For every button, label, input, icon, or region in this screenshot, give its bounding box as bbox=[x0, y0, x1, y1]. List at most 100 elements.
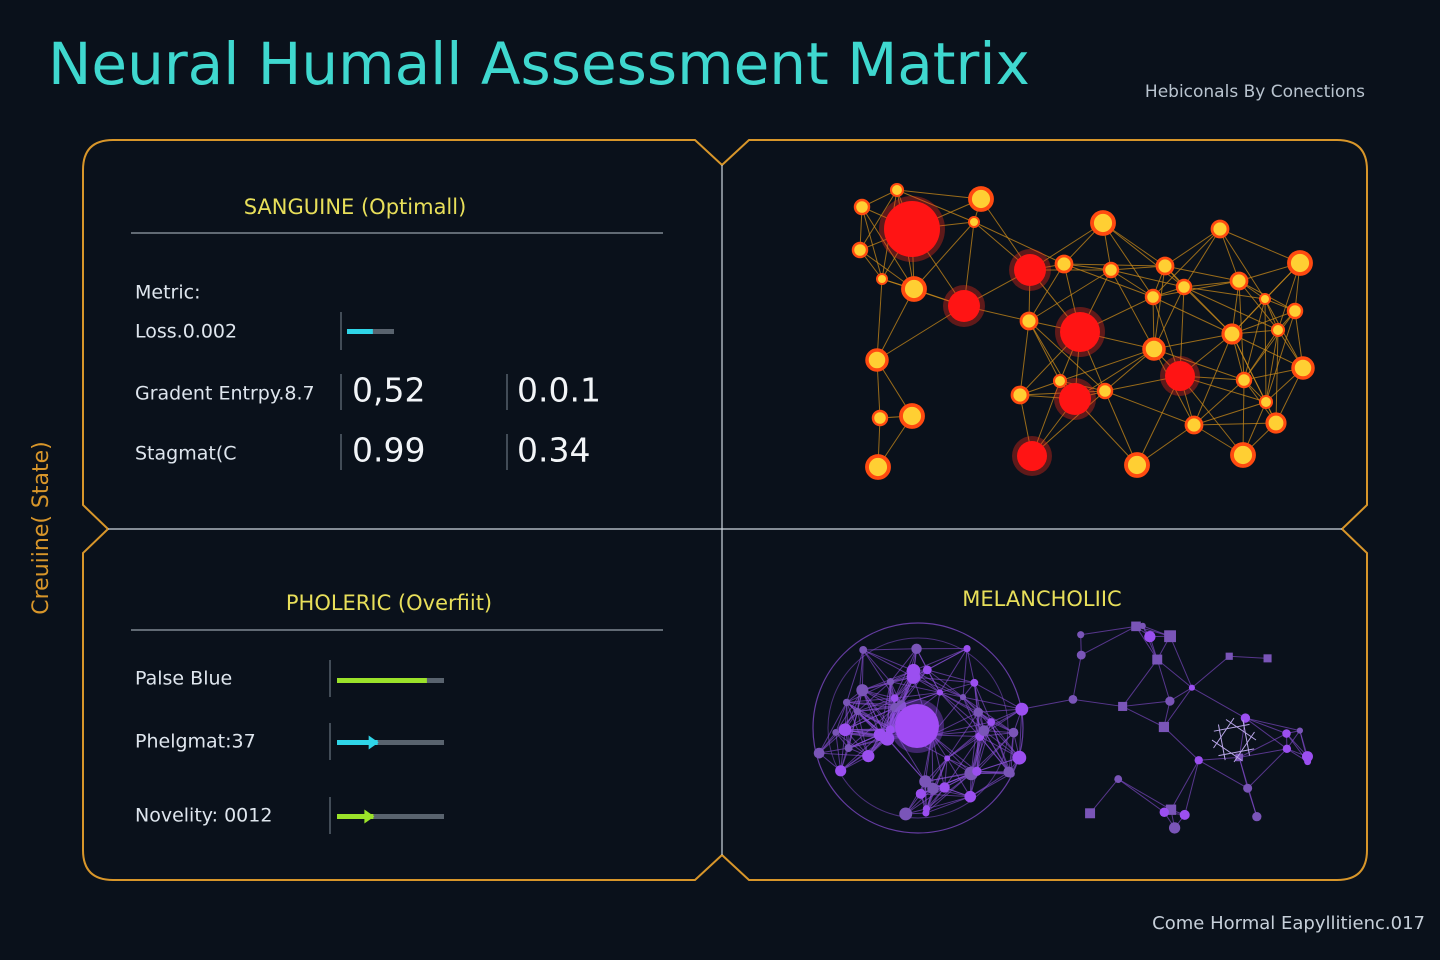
edge bbox=[890, 681, 941, 693]
subtitle: Hebiconals By Conections bbox=[1145, 82, 1365, 102]
node bbox=[1124, 452, 1150, 478]
node bbox=[1230, 442, 1256, 468]
node bbox=[901, 276, 927, 302]
edge bbox=[1163, 726, 1200, 761]
node bbox=[978, 725, 990, 736]
edge bbox=[966, 648, 975, 683]
edge bbox=[844, 689, 863, 730]
node bbox=[919, 775, 932, 788]
node bbox=[1008, 727, 1019, 738]
node bbox=[865, 454, 891, 480]
edge bbox=[1117, 778, 1165, 813]
node bbox=[1114, 775, 1123, 784]
edge bbox=[1229, 655, 1268, 659]
bar bbox=[337, 814, 374, 819]
node bbox=[1282, 729, 1291, 738]
value-cell: 0.99 bbox=[352, 431, 425, 470]
side-label: Creuiine( State) bbox=[29, 441, 54, 615]
edge bbox=[1239, 733, 1287, 758]
edge bbox=[890, 648, 917, 683]
edge bbox=[863, 648, 917, 651]
node bbox=[1010, 385, 1030, 405]
node bbox=[1159, 807, 1169, 817]
edge bbox=[1110, 269, 1185, 288]
edge bbox=[862, 649, 896, 699]
edge bbox=[1019, 320, 1030, 396]
edge bbox=[1219, 228, 1266, 300]
edge bbox=[1198, 759, 1248, 789]
edge bbox=[1247, 748, 1288, 789]
edge bbox=[969, 736, 981, 797]
node bbox=[853, 198, 871, 216]
edge bbox=[1102, 222, 1185, 288]
node bbox=[1077, 631, 1085, 639]
sanguine-network bbox=[851, 182, 1315, 480]
node bbox=[915, 788, 926, 799]
edge bbox=[848, 690, 863, 749]
edge bbox=[1265, 329, 1279, 403]
edge bbox=[1183, 228, 1221, 288]
node bbox=[911, 643, 922, 655]
node bbox=[1059, 383, 1091, 415]
node bbox=[987, 718, 996, 726]
edge bbox=[927, 669, 975, 684]
node bbox=[1006, 769, 1015, 778]
node bbox=[972, 766, 982, 776]
bar-arrow bbox=[368, 735, 379, 750]
node bbox=[1179, 809, 1190, 820]
node bbox=[1168, 822, 1181, 834]
node bbox=[859, 646, 868, 654]
node bbox=[1240, 713, 1251, 723]
node bbox=[1068, 694, 1078, 704]
node bbox=[1252, 812, 1262, 822]
bar bbox=[337, 740, 378, 745]
edge bbox=[1081, 625, 1137, 656]
node bbox=[844, 743, 853, 753]
panel-title: SANGUINE (Optimall) bbox=[244, 195, 467, 219]
edge bbox=[1063, 263, 1154, 298]
edge bbox=[1231, 310, 1296, 335]
bar bbox=[337, 678, 427, 683]
edge bbox=[1183, 286, 1233, 335]
node bbox=[968, 216, 980, 228]
edge bbox=[844, 707, 896, 731]
edge bbox=[848, 707, 896, 749]
node bbox=[1291, 356, 1315, 380]
edge bbox=[990, 721, 1020, 758]
edge bbox=[1163, 687, 1193, 728]
edge bbox=[1164, 228, 1221, 267]
node bbox=[838, 723, 852, 737]
edge bbox=[840, 734, 881, 772]
value-cell: 0.0.1 bbox=[517, 371, 601, 410]
node bbox=[1265, 412, 1287, 434]
edge bbox=[913, 648, 968, 678]
edge bbox=[932, 788, 971, 798]
edge bbox=[1153, 348, 1245, 381]
node bbox=[1131, 621, 1141, 632]
edge bbox=[931, 734, 980, 737]
edge bbox=[1179, 375, 1244, 456]
edge bbox=[913, 676, 964, 698]
metric-label: Metric: bbox=[135, 282, 200, 304]
row-label: Stagmat(C bbox=[135, 443, 237, 465]
edge bbox=[861, 206, 915, 290]
node bbox=[832, 729, 840, 736]
node bbox=[973, 707, 983, 718]
node bbox=[851, 241, 869, 259]
row-label: Gradent Entrpy.8.7 bbox=[135, 383, 315, 405]
edge bbox=[862, 689, 896, 709]
node bbox=[936, 689, 944, 696]
node bbox=[970, 678, 979, 687]
node bbox=[927, 782, 939, 795]
edge bbox=[1153, 333, 1233, 350]
node bbox=[1165, 804, 1177, 815]
edge bbox=[861, 690, 881, 735]
edge bbox=[1135, 626, 1158, 660]
edge bbox=[983, 708, 1023, 732]
edge bbox=[1072, 698, 1123, 707]
edge bbox=[840, 729, 846, 771]
edge bbox=[859, 189, 898, 251]
edge bbox=[835, 732, 842, 771]
